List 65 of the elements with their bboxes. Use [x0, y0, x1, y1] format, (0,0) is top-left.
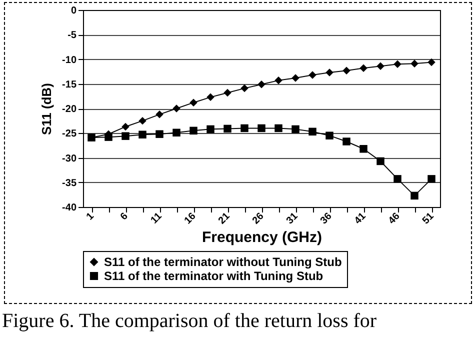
x-tick-label: 46: [386, 210, 403, 227]
point: [360, 145, 368, 153]
point: [156, 130, 164, 138]
x-tick-label: 36: [318, 210, 335, 227]
point: [190, 98, 198, 106]
point: [394, 60, 402, 68]
x-tick-label: 11: [148, 210, 165, 226]
y-tick-label: -40: [62, 202, 77, 214]
legend-label: S11 of the terminator with Tuning Stub: [104, 269, 324, 283]
point: [156, 110, 164, 118]
point: [138, 130, 146, 138]
point: [190, 126, 198, 135]
point: [326, 132, 334, 140]
point: [360, 64, 368, 72]
x-tick-label: 1: [84, 210, 97, 223]
y-tick-label: -15: [62, 79, 77, 90]
y-tick-label: -5: [68, 30, 77, 42]
point: [240, 84, 248, 92]
x-tick-label: 41: [352, 210, 369, 227]
y-axis-title: S11 (dB): [39, 82, 54, 136]
point: [292, 74, 300, 82]
y-tick-label: -10: [62, 54, 77, 66]
point: [292, 125, 300, 134]
point: [308, 71, 316, 79]
point: [172, 128, 180, 137]
point: [258, 80, 266, 88]
point: [122, 132, 130, 140]
point: [428, 175, 436, 183]
point: [274, 76, 282, 84]
y-tick-label: -30: [62, 153, 77, 164]
point: [122, 122, 130, 131]
point: [258, 124, 266, 132]
point: [274, 124, 282, 132]
point: [104, 133, 112, 141]
x-tick-label: 21: [216, 210, 233, 227]
point: [326, 68, 334, 76]
y-tick-label: -35: [62, 178, 77, 189]
point: [172, 104, 180, 112]
legend-label: S11 of the terminator without Tuning Stub: [104, 255, 342, 269]
x-tick-label: 6: [118, 210, 131, 223]
point: [224, 88, 232, 97]
x-axis-title: Frequency (GHz): [202, 228, 322, 246]
point: [88, 134, 96, 142]
x-tick-label: 26: [250, 210, 267, 227]
point: [206, 93, 214, 102]
point: [410, 60, 418, 68]
y-tick-label: -25: [62, 128, 77, 140]
point: [240, 124, 248, 132]
x-tick-label: 31: [284, 210, 301, 227]
x-tick-label: 51: [420, 210, 437, 227]
caption: Figure 6. The comparison of the return loss for: [2, 310, 377, 333]
point: [342, 138, 350, 146]
point: [376, 157, 384, 166]
point: [138, 116, 146, 125]
point: [206, 125, 214, 134]
point: [394, 175, 402, 183]
point: [308, 128, 316, 136]
x-tick-label: 16: [182, 210, 199, 227]
point: [410, 192, 418, 200]
point: [224, 124, 232, 133]
y-tick-label: -20: [62, 104, 77, 115]
point: [342, 66, 350, 74]
point: [428, 58, 436, 66]
y-tick-label: 0: [70, 6, 77, 16]
point: [376, 62, 384, 70]
